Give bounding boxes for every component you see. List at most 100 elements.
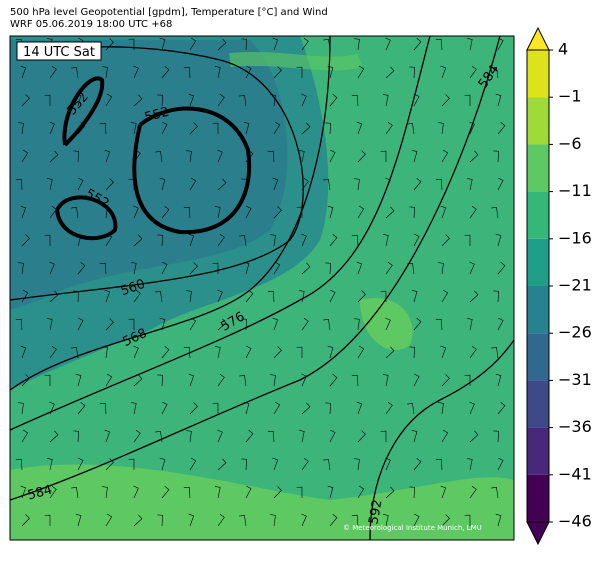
wind-barb [159, 37, 166, 51]
wind-barb [188, 513, 195, 527]
wind-barb [357, 430, 366, 443]
wind-barb [217, 233, 225, 247]
wind-barb [157, 94, 164, 107]
wind-barb [323, 179, 331, 191]
wind-barb [329, 234, 338, 247]
wind-barb [99, 402, 107, 415]
wind-barb [435, 318, 443, 331]
wind-barb [469, 261, 475, 275]
wind-barb [49, 121, 55, 135]
wind-barb [382, 94, 389, 107]
contour-552 [55, 195, 118, 241]
wind-barb [18, 262, 24, 275]
wind-barb [413, 233, 420, 247]
wind-barb [438, 122, 444, 135]
wind-barb [44, 234, 51, 247]
colorbar-band [527, 474, 549, 522]
wind-barb [273, 401, 281, 415]
wind-barb [464, 234, 471, 247]
wind-barb [241, 38, 248, 51]
wind-barb [44, 374, 51, 387]
wind-barb [157, 374, 164, 387]
wind-barb [130, 402, 137, 415]
wind-barb [441, 514, 450, 527]
wind-barb [133, 514, 143, 527]
wind-barb [189, 177, 197, 191]
wind-barb [77, 262, 86, 275]
wind-barb [155, 431, 163, 443]
wind-barb [243, 121, 250, 135]
wind-barb [413, 318, 422, 331]
wind-barb [217, 458, 227, 471]
wind-barb [356, 401, 363, 415]
wind-barb [270, 514, 276, 527]
wind-barb [267, 430, 275, 443]
wind-barb [245, 65, 252, 79]
wind-barb [354, 38, 360, 51]
wind-barb [20, 65, 27, 79]
wind-barb [273, 121, 281, 135]
wind-barb [102, 486, 108, 499]
wind-barb [441, 234, 450, 247]
wind-barb [298, 430, 305, 443]
colorbar-band [527, 427, 549, 475]
wind-barb [325, 122, 332, 135]
colorbar-band [527, 238, 549, 286]
wind-barb [133, 374, 143, 387]
credit: © Meteorological Institute Munich, LMU [343, 524, 482, 532]
wind-barb [157, 514, 164, 527]
wind-barb [273, 206, 282, 219]
wind-barb [105, 93, 113, 107]
wind-barb [301, 37, 309, 51]
wind-barb [214, 346, 221, 359]
wind-barb [357, 345, 365, 359]
colorbar-tick-label: −46 [558, 512, 592, 531]
wind-barb [15, 318, 23, 331]
wind-barb [189, 122, 198, 135]
wind-barb [407, 123, 415, 135]
wind-barb [385, 66, 395, 79]
wind-barb [214, 206, 221, 219]
wind-barb [385, 317, 391, 331]
wind-barb [469, 150, 479, 163]
wind-barb [469, 121, 475, 135]
wind-barb [497, 457, 504, 471]
wind-barb [441, 289, 449, 303]
wind-barb [466, 38, 473, 51]
wind-barb [497, 402, 506, 415]
wind-barb [469, 345, 477, 359]
wind-barb [296, 66, 303, 79]
wind-barb [217, 373, 225, 387]
wind-barb [46, 178, 53, 191]
wind-barb [71, 347, 79, 359]
wind-barb [327, 205, 334, 219]
wind-barb [188, 93, 195, 107]
wind-barb [469, 430, 479, 443]
wind-barb [469, 65, 477, 79]
wind-barb [325, 402, 332, 415]
wind-barb [441, 149, 449, 163]
wind-barb [99, 262, 107, 275]
wind-barb [21, 234, 30, 247]
wind-barb [157, 234, 164, 247]
wind-barb [466, 458, 473, 471]
wind-barb [356, 261, 363, 275]
wind-barb [357, 65, 365, 79]
wind-barb [133, 289, 141, 303]
wind-barb [71, 207, 79, 219]
wind-barb [357, 205, 365, 219]
wind-barb [130, 122, 137, 135]
wind-barb [493, 430, 500, 443]
wind-barb [71, 487, 79, 499]
wind-barb [133, 485, 139, 499]
wind-barb [296, 346, 303, 359]
wind-barb [133, 345, 139, 359]
wind-barb [497, 262, 506, 275]
wind-barb [351, 514, 359, 527]
wind-barb [497, 317, 504, 331]
wind-barb [186, 430, 192, 443]
wind-barb [105, 318, 114, 331]
wind-barb [217, 429, 223, 443]
wind-barb [104, 149, 111, 163]
wind-barb [329, 374, 338, 387]
